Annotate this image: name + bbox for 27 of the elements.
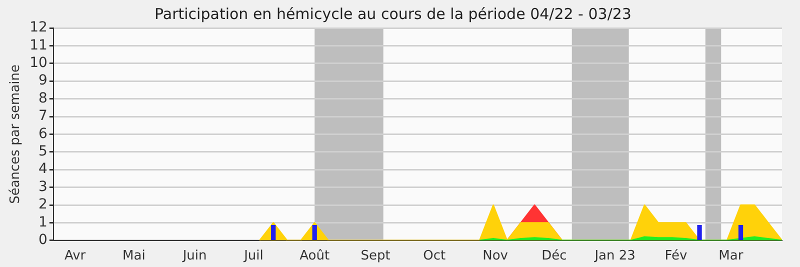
x-tick-label: Juil	[243, 248, 264, 264]
y-tick-label: 2	[38, 196, 48, 213]
y-tick-label: 1	[38, 214, 48, 230]
y-tick-label: 12	[30, 20, 48, 36]
y-tick-label: 6	[38, 126, 48, 142]
x-tick-label: Mar	[718, 248, 744, 264]
x-tick-label: Jan 23	[594, 248, 636, 264]
x-tick-label: Déc	[542, 248, 567, 264]
x-tick-label: Août	[300, 248, 330, 264]
x-tick-label: Fév	[664, 248, 688, 264]
y-tick-label: 10	[30, 55, 48, 72]
y-tick-label: 0	[38, 232, 48, 248]
x-tick-label: Sept	[360, 248, 390, 264]
chart-title: Participation en hémicycle au cours de la période 04/22 - 03/23	[154, 4, 632, 23]
x-tick-label: Juin	[182, 248, 207, 264]
x-tick-label: Mai	[122, 248, 146, 264]
x-tick-label: Nov	[482, 248, 508, 264]
y-tick-label: 9	[38, 72, 48, 89]
y-tick-label: 5	[38, 144, 48, 160]
y-tick-label: 4	[38, 161, 48, 178]
y-tick-label: 8	[38, 90, 48, 106]
y-tick-label: 11	[30, 37, 48, 54]
y-tick-label: 7	[38, 108, 48, 124]
y-tick-label: 3	[38, 178, 48, 195]
x-tick-label: Oct	[423, 248, 446, 264]
x-tick-label: Avr	[64, 248, 86, 264]
y-axis-title: Séances par semaine	[8, 64, 24, 204]
